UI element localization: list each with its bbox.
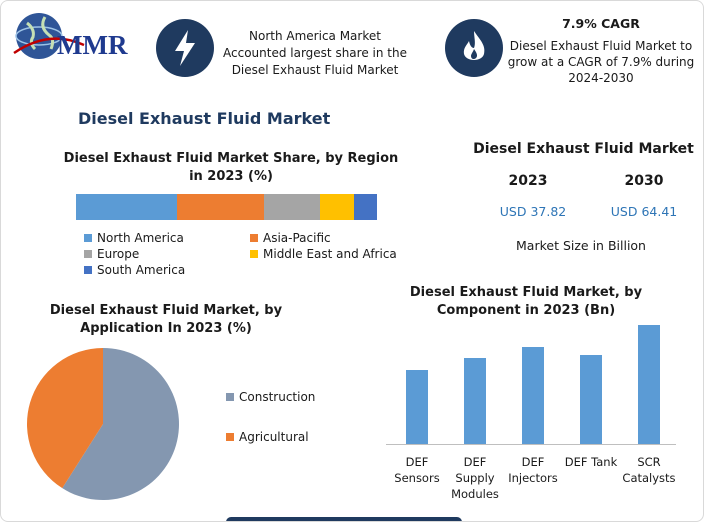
bar	[522, 346, 544, 444]
legend-swatch	[250, 250, 258, 258]
legend-item: South America	[84, 263, 250, 277]
year: 2023	[508, 173, 548, 189]
logo: MMR	[13, 13, 128, 60]
bar	[464, 357, 486, 444]
bar-segment	[176, 194, 265, 220]
x-tick-label: DEF Tank	[564, 455, 618, 469]
bar-plot	[386, 319, 676, 445]
legend-item: Middle East and Africa	[250, 247, 414, 261]
bar-segment	[319, 194, 355, 220]
legend-item: Europe	[84, 247, 250, 261]
bar	[638, 324, 660, 444]
x-tick-label: DEF Injectors	[508, 455, 558, 485]
chart-title: Diesel Exhaust Fluid Market, by Componen…	[409, 285, 643, 318]
x-tick-label: DEF Supply Modules	[451, 455, 499, 501]
legend-swatch	[84, 266, 92, 274]
info-text: Diesel Exhaust Fluid Market to grow at a…	[507, 39, 695, 85]
legend-label: North America	[97, 231, 184, 245]
pie-chart	[27, 348, 180, 500]
bar-segment	[76, 194, 177, 220]
page-title: Diesel Exhaust Fluid Market	[78, 109, 331, 128]
flame-icon	[445, 19, 503, 77]
bolt-icon	[156, 19, 214, 77]
bar-segment	[354, 194, 377, 220]
bar	[580, 354, 602, 444]
footer-bar	[226, 517, 462, 521]
legend-label: Construction	[239, 390, 316, 404]
legend-item: Agricultural	[226, 430, 315, 444]
size-value: USD 37.82	[499, 204, 567, 219]
size-note: Market Size in Billion	[516, 238, 646, 253]
info-title: 7.9% CAGR	[562, 16, 640, 31]
legend-item: North America	[84, 231, 250, 245]
year: 2030	[624, 173, 664, 189]
pie-slice	[27, 348, 103, 489]
stacked-bar	[76, 194, 377, 220]
legend: North America Asia-Pacific Europe Middle Ea…	[84, 231, 414, 277]
x-tick-label: SCR Catalysts	[622, 455, 676, 485]
bar	[406, 369, 428, 444]
legend-swatch	[226, 393, 234, 401]
legend-swatch	[226, 433, 234, 441]
legend-label: Asia-Pacific	[263, 231, 331, 245]
x-tick-label: DEF Sensors	[394, 455, 440, 485]
x-axis: DEF Sensors DEF Supply Modules DEF Injecto…	[386, 454, 676, 514]
legend-item: Construction	[226, 390, 315, 404]
chart-title: Diesel Exhaust Fluid Market Share, by Re…	[63, 151, 399, 184]
legend-label: Europe	[97, 247, 140, 261]
logo-text: MMR	[57, 30, 128, 60]
legend-label: South America	[97, 263, 186, 277]
legend-item: Asia-Pacific	[250, 231, 414, 245]
pie-slice	[62, 348, 180, 500]
legend-label: Agricultural	[239, 430, 309, 444]
bar-segment	[264, 194, 320, 220]
legend-swatch	[250, 234, 258, 242]
legend-label: Middle East and Africa	[263, 247, 397, 261]
legend-swatch	[84, 250, 92, 258]
legend: Construction Agricultural	[226, 390, 315, 470]
legend-swatch	[84, 234, 92, 242]
chart-title: Diesel Exhaust Fluid Market, by Applicat…	[49, 303, 283, 336]
info-text: North America Market Accounted largest s…	[223, 29, 407, 77]
size-value: USD 64.41	[610, 204, 678, 219]
size-title: Diesel Exhaust Fluid Market	[473, 141, 694, 157]
